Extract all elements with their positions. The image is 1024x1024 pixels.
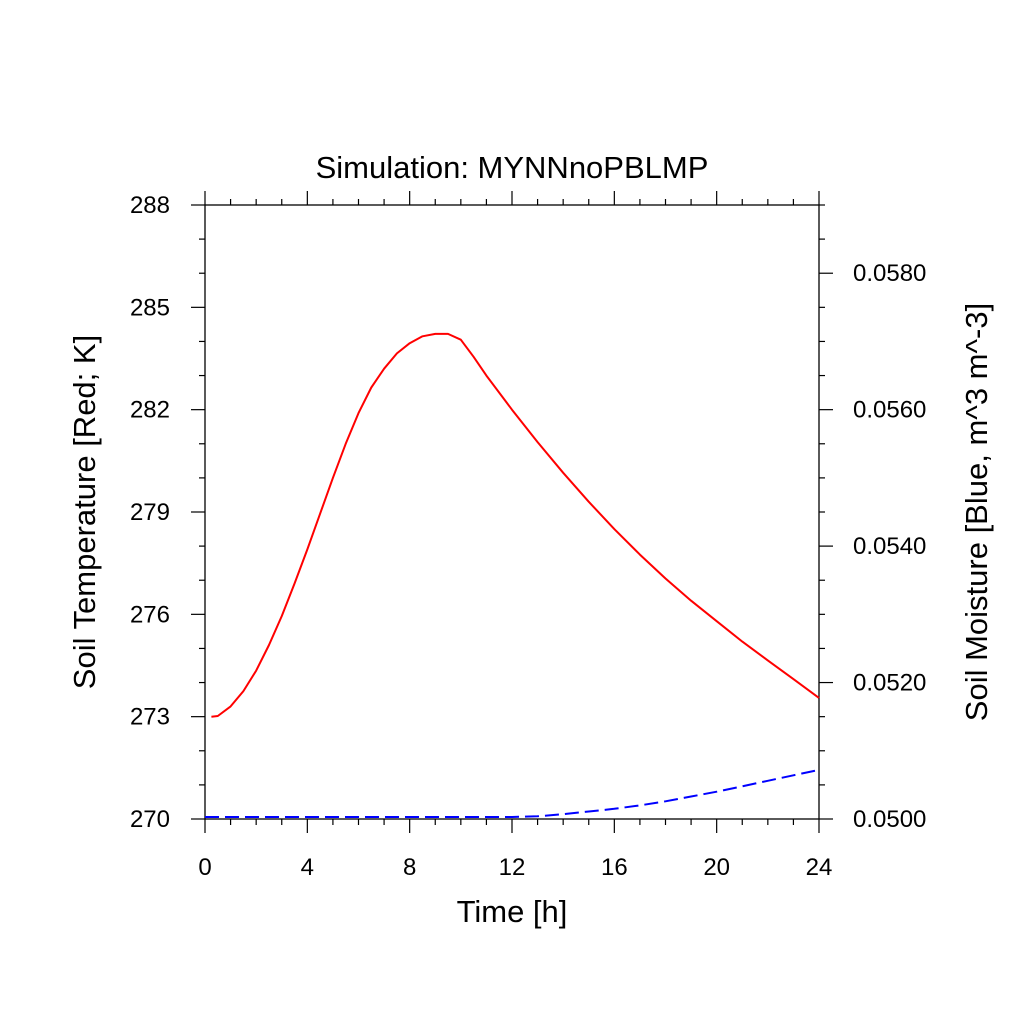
y-tick-label: 270	[130, 806, 170, 833]
y2-tick-label: 0.0500	[853, 806, 926, 833]
x-tick-label: 4	[301, 854, 314, 881]
y-tick-label: 285	[130, 294, 170, 321]
y-tick-label: 282	[130, 397, 170, 424]
y-axis-title: Soil Temperature [Red; K]	[67, 335, 102, 689]
x-tick-label: 20	[703, 854, 730, 881]
chart-title: Simulation: MYNNnoPBLMP	[316, 150, 709, 185]
series-line-moisture	[205, 768, 820, 818]
y-tick-label: 279	[130, 499, 170, 526]
y-tick-label: 276	[130, 601, 170, 628]
y2-axis-title: Soil Moisture [Blue, m^3 m^-3]	[959, 303, 994, 721]
x-tick-label: 12	[499, 854, 526, 881]
plot-frame	[204, 204, 820, 820]
x-axis-title: Time [h]	[457, 894, 568, 929]
x-tick-label: 16	[601, 854, 628, 881]
tick-marks	[191, 191, 833, 833]
y2-tick-label: 0.0540	[853, 533, 926, 560]
x-tick-label: 24	[806, 854, 833, 881]
x-tick-label: 8	[403, 854, 416, 881]
y2-tick-label: 0.0520	[853, 670, 926, 697]
y-tick-label: 288	[130, 192, 170, 219]
y2-tick-label: 0.0580	[853, 260, 926, 287]
y2-tick-label: 0.0560	[853, 397, 926, 424]
tick-labels: 0 4 8 12 16 20 24 270 273 276 279 282 285 288 0.0500 0.…	[130, 192, 926, 881]
series-line-temperature	[211, 332, 820, 718]
x-tick-label: 0	[198, 854, 211, 881]
series-lines	[205, 332, 820, 818]
y-tick-label: 273	[130, 704, 170, 731]
